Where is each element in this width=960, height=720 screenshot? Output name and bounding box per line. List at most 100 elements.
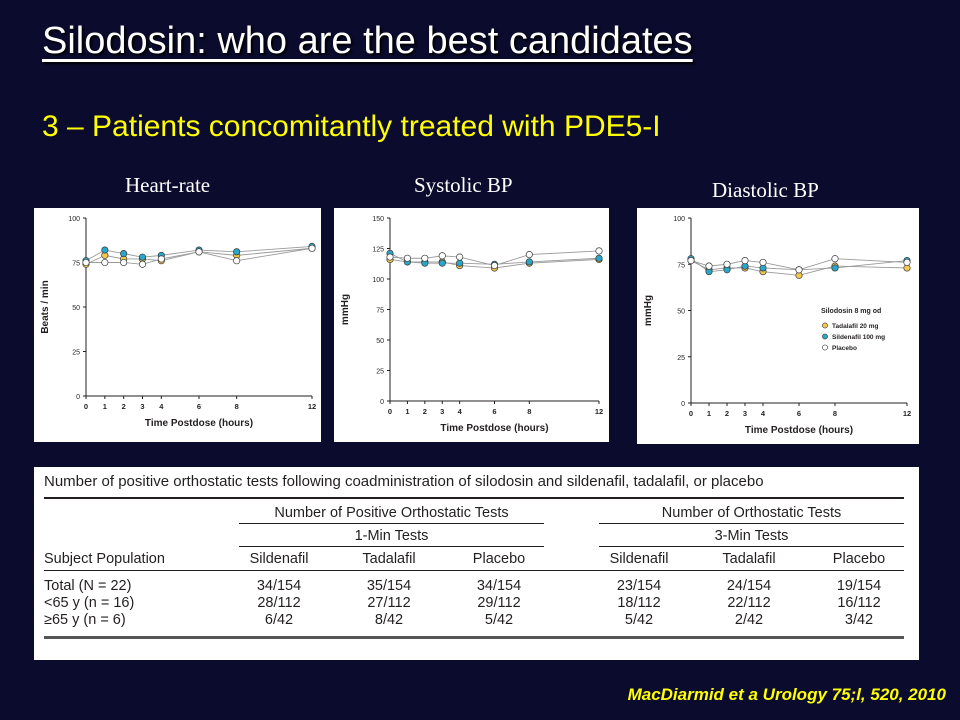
legend-marker bbox=[822, 344, 828, 351]
x-tick-label: 4 bbox=[761, 409, 766, 418]
data-point bbox=[903, 258, 911, 266]
data-point bbox=[456, 259, 464, 267]
data-point bbox=[456, 253, 464, 261]
y-tick-label: 150 bbox=[372, 216, 384, 223]
data-point bbox=[82, 258, 90, 267]
data-point bbox=[831, 255, 839, 263]
table-cell: 18/112 bbox=[617, 595, 661, 611]
y-axis-label: Beats / min bbox=[40, 280, 51, 333]
diastolic-bp-chart: 0 25 50 75 100 0 1 2 3 4 6 8 12 Time Postdose (hours)… bbox=[637, 208, 919, 444]
table-bottom-rule bbox=[44, 636, 904, 639]
table-cell: 19/154 bbox=[836, 578, 882, 594]
y-tick-label: 100 bbox=[673, 216, 685, 223]
y-tick-label: 75 bbox=[376, 308, 384, 315]
x-tick-label: 6 bbox=[197, 402, 201, 411]
table-cell: 3/42 bbox=[844, 612, 874, 628]
data-point bbox=[687, 256, 695, 265]
column-header: Tadalafil bbox=[722, 551, 776, 567]
y-tick-label: 100 bbox=[372, 277, 384, 284]
y-tick-label: 25 bbox=[72, 350, 80, 357]
table-cell: 22/112 bbox=[727, 595, 771, 611]
orthostatic-tests-table: Number of positive orthostatic tests fol… bbox=[34, 467, 919, 660]
y-axis-label: mmHg bbox=[340, 294, 351, 325]
data-point bbox=[795, 266, 803, 274]
diastolic-bp-label: Diastolic BP bbox=[712, 178, 819, 202]
x-tick-label: 1 bbox=[103, 402, 107, 411]
data-point bbox=[157, 255, 165, 263]
systolic-bp-chart: 0 25 50 75 100 125 150 0 1 2 3 4 6 8 12 Time Postdose (… bbox=[334, 208, 609, 442]
data-point bbox=[525, 258, 533, 266]
heart-rate-label: Heart-rate bbox=[125, 173, 211, 197]
table-cell: 24/154 bbox=[726, 578, 772, 594]
row-label: ≥65 y (n = 6) bbox=[44, 612, 126, 628]
row-label: <65 y (n = 16) bbox=[44, 595, 135, 611]
row-label: Total (N = 22) bbox=[44, 578, 132, 594]
data-point bbox=[595, 254, 603, 262]
table-cell: 6/42 bbox=[264, 612, 294, 628]
data-point bbox=[195, 248, 203, 256]
y-tick-label: 50 bbox=[677, 309, 685, 316]
table-cell: 16/112 bbox=[837, 595, 881, 611]
data-point bbox=[438, 252, 446, 260]
y-tick-label: 25 bbox=[677, 355, 685, 362]
x-tick-label: 3 bbox=[140, 402, 144, 411]
table-cell: 29/112 bbox=[477, 595, 521, 611]
citation: MacDiarmid et a Urology 75;l, 520, 2010 bbox=[627, 685, 946, 704]
y-tick-label: 75 bbox=[677, 262, 685, 269]
table-cell: 27/112 bbox=[367, 595, 411, 611]
table-top-rule bbox=[44, 497, 904, 499]
x-tick-label: 6 bbox=[797, 409, 801, 418]
table-cell: 5/42 bbox=[624, 612, 654, 628]
x-tick-label: 3 bbox=[440, 407, 444, 416]
table-title: Number of positive orthostatic tests fol… bbox=[44, 473, 764, 490]
y-tick-label: 0 bbox=[681, 401, 685, 408]
heart-rate-chart: 0 25 50 75 100 0 1 2 3 4 6 8 12 Time Postdose (hours)… bbox=[34, 208, 321, 442]
group-rule-right bbox=[599, 523, 904, 524]
table-cell: 34/154 bbox=[476, 578, 522, 594]
data-point bbox=[308, 244, 316, 252]
data-point bbox=[101, 246, 109, 254]
y-tick-label: 0 bbox=[76, 394, 80, 401]
table-cell: 23/154 bbox=[616, 578, 662, 594]
legend-label: Tadalafil 20 mg bbox=[832, 323, 879, 330]
x-tick-label: 12 bbox=[595, 407, 603, 416]
x-tick-label: 6 bbox=[492, 407, 496, 416]
x-tick-label: 8 bbox=[527, 407, 531, 416]
column-header: Sildenafil bbox=[609, 551, 669, 567]
x-tick-label: 12 bbox=[903, 409, 911, 418]
data-point bbox=[386, 253, 394, 261]
data-point bbox=[741, 256, 749, 265]
slide-title: Silodosin: who are the best candidates bbox=[42, 20, 693, 62]
y-tick-label: 50 bbox=[72, 305, 80, 312]
data-point bbox=[831, 264, 839, 272]
column-header: Sildenafil bbox=[249, 551, 309, 567]
legend-marker bbox=[822, 322, 828, 329]
y-tick-label: 125 bbox=[372, 247, 384, 254]
data-point bbox=[101, 258, 109, 267]
x-tick-label: 8 bbox=[235, 402, 239, 411]
x-axis-label: Time Postdose (hours) bbox=[440, 423, 548, 434]
legend-label: Placebo bbox=[832, 345, 857, 352]
data-point bbox=[233, 248, 241, 256]
data-point bbox=[120, 258, 128, 267]
data-point bbox=[403, 254, 411, 262]
y-tick-label: 100 bbox=[68, 216, 80, 223]
data-point bbox=[723, 260, 731, 268]
x-tick-label: 4 bbox=[159, 402, 164, 411]
row-header: Subject Population bbox=[44, 551, 165, 567]
data-point bbox=[438, 259, 446, 267]
data-point bbox=[705, 262, 713, 270]
x-tick-label: 4 bbox=[458, 407, 463, 416]
table-cell: 35/154 bbox=[366, 578, 412, 594]
table-cell: 2/42 bbox=[734, 612, 764, 628]
sub-rule-left bbox=[239, 546, 544, 547]
x-tick-label: 3 bbox=[743, 409, 747, 418]
x-tick-label: 0 bbox=[84, 402, 88, 411]
group-header-orthostatic: Number of Orthostatic Tests bbox=[661, 505, 842, 521]
y-axis-label: mmHg bbox=[643, 295, 654, 326]
x-axis-label: Time Postdose (hours) bbox=[145, 418, 253, 429]
x-tick-label: 1 bbox=[707, 409, 711, 418]
table-cell: 28/112 bbox=[257, 595, 301, 611]
